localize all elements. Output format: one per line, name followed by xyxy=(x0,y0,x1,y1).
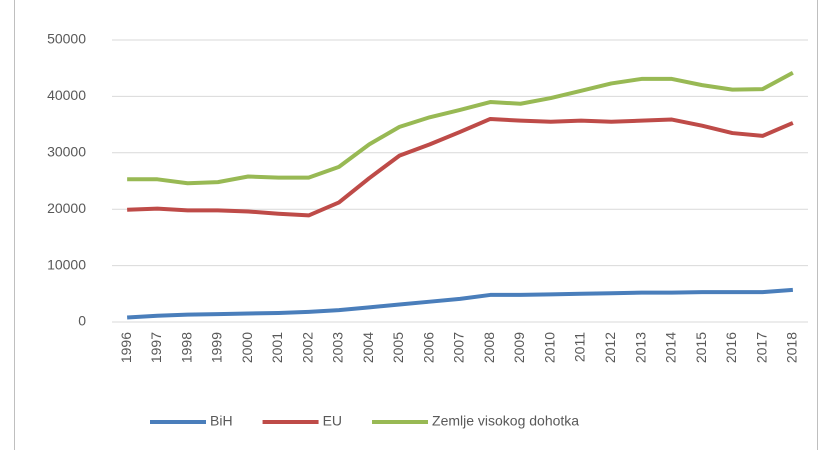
x-tick-label: 2018 xyxy=(784,332,800,363)
series-line xyxy=(127,116,794,218)
x-tick-label: 2000 xyxy=(239,332,255,363)
x-tick-label: 2015 xyxy=(693,332,709,363)
x-tick-label: 2012 xyxy=(602,332,618,363)
y-tick-label: 40000 xyxy=(47,87,86,103)
x-tick-label: 1997 xyxy=(148,332,164,363)
series-line xyxy=(127,287,794,320)
x-tick-label: 2017 xyxy=(753,332,769,363)
legend-label: BiH xyxy=(210,413,233,429)
legend-label: EU xyxy=(323,413,342,429)
y-tick-label: 50000 xyxy=(47,31,86,47)
y-tick-label: 20000 xyxy=(47,200,86,216)
y-tick-label: 30000 xyxy=(47,144,86,160)
x-tick-label: 2009 xyxy=(511,332,527,363)
x-tick-label: 2006 xyxy=(420,332,436,363)
y-tick-label: 0 xyxy=(78,313,86,329)
x-tick-label: 2005 xyxy=(390,332,406,363)
x-tick-label: 2002 xyxy=(299,332,315,363)
x-tick-label: 2016 xyxy=(723,332,739,363)
x-tick-label: 2004 xyxy=(360,332,376,363)
y-tick-label: 10000 xyxy=(47,256,86,272)
x-tick-label: 2001 xyxy=(269,332,285,363)
series-line xyxy=(127,70,794,186)
x-tick-label: 2010 xyxy=(541,332,557,363)
legend-label: Zemlje visokog dohotka xyxy=(432,413,579,429)
x-tick-label: 2003 xyxy=(330,332,346,363)
x-tick-label: 2011 xyxy=(572,332,588,362)
x-tick-label: 2007 xyxy=(451,332,467,363)
x-tick-label: 2008 xyxy=(481,332,497,363)
chart-frame xyxy=(14,0,818,450)
x-tick-label: 1998 xyxy=(178,332,194,363)
x-tick-label: 1996 xyxy=(118,332,134,363)
x-tick-label: 2014 xyxy=(663,332,679,363)
x-tick-label: 2013 xyxy=(632,332,648,363)
x-tick-label: 1999 xyxy=(209,332,225,363)
